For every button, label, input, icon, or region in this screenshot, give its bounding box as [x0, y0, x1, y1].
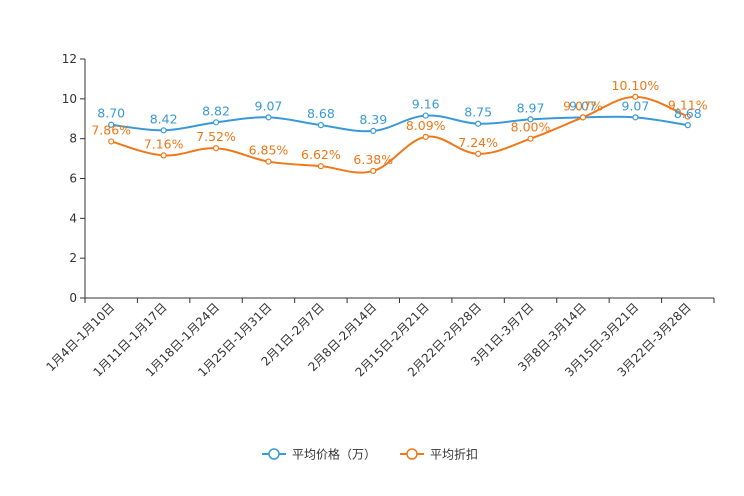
- y-tick-label: 4: [69, 211, 77, 225]
- series-1-data-label: 6.85%: [249, 143, 289, 158]
- series-1-data-label: 7.86%: [91, 122, 131, 137]
- series-0-data-label: 9.07: [255, 98, 283, 113]
- series-layer: [108, 93, 691, 175]
- series-0-data-label: 8.68: [674, 106, 702, 121]
- series-0-data-label: 8.70: [97, 106, 125, 121]
- series-0-data-label: 8.75: [464, 105, 492, 120]
- series-1-data-label: 10.10%: [612, 78, 660, 93]
- series-0-data-label: 8.82: [202, 103, 230, 118]
- series-1-point: [422, 133, 429, 140]
- series-1-data-label: 9.07%: [563, 98, 603, 113]
- y-tick-label: 10: [62, 92, 77, 106]
- series-1-point: [475, 150, 482, 157]
- legend-item-0[interactable]: 平均价格（万）: [262, 447, 376, 462]
- data-labels: 8.70 8.42 8.82 9.07 8.68 8.39 9.16 8.75 8.97 9.07…: [91, 78, 707, 167]
- series-1-point: [684, 113, 691, 120]
- x-axis: 1月4日-1月10日1月11日-1月17日1月18日-1月24日1月25日-1月…: [43, 297, 715, 380]
- series-1-point: [527, 135, 534, 142]
- series-1-point: [370, 167, 377, 175]
- series-0-data-label: 9.16: [412, 97, 440, 112]
- series-1-data-label: 6.62%: [301, 147, 341, 162]
- series-0-point: [684, 122, 691, 129]
- series-1-data-label: 9.11%: [668, 98, 708, 113]
- y-tick-label: 8: [69, 132, 77, 146]
- series-1-point: [265, 158, 272, 165]
- series-0-data-label: 9.07: [621, 98, 649, 113]
- series-0-point: [160, 127, 167, 134]
- series-0-point: [475, 120, 482, 127]
- series-1-data-label: 7.24%: [458, 135, 498, 150]
- series-1-data-label: 8.00%: [511, 120, 551, 135]
- series-1-point: [579, 114, 587, 121]
- y-tick-label: 6: [69, 172, 77, 186]
- series-1-point: [160, 152, 167, 159]
- legend-marker: [268, 448, 280, 460]
- series-1-data-label: 7.16%: [144, 136, 184, 151]
- y-tick-label: 12: [62, 52, 77, 66]
- series-1-data-label: 8.09%: [406, 118, 446, 133]
- series-0-point: [422, 112, 429, 119]
- series-0-data-label: 8.68: [307, 106, 335, 121]
- series-0-point: [212, 119, 220, 126]
- legend-label: 平均价格（万）: [292, 447, 376, 462]
- series-0-point: [317, 122, 324, 129]
- series-0-point: [265, 114, 272, 121]
- series-1-data-label: 6.38%: [353, 152, 393, 167]
- series-1-point: [632, 93, 639, 100]
- legend: 平均价格（万） 平均折扣: [262, 447, 478, 462]
- series-0-point: [108, 121, 115, 128]
- legend-label: 平均折扣: [430, 447, 478, 462]
- series-0-data-label: 8.42: [150, 111, 178, 126]
- series-0-point: [527, 116, 534, 123]
- series-0-data-label: 8.39: [359, 112, 387, 127]
- legend-item-1[interactable]: 平均折扣: [400, 447, 478, 462]
- series-1-point: [317, 163, 324, 170]
- series-0-data-label: 9.07: [569, 98, 597, 113]
- series-0-point: [632, 114, 639, 121]
- legend-marker: [406, 448, 418, 460]
- series-0-data-label: 8.97: [517, 100, 545, 115]
- series-line-1: [110, 95, 689, 174]
- y-tick-label: 0: [69, 291, 77, 305]
- y-axis: 0 2 4 6 8 10 12: [62, 52, 86, 305]
- y-tick-label: 2: [69, 251, 77, 265]
- series-line-0: [111, 114, 688, 133]
- series-0-point: [370, 127, 377, 134]
- series-1-point: [108, 138, 115, 145]
- series-1-point: [212, 145, 220, 152]
- series-1-data-label: 7.52%: [196, 129, 236, 144]
